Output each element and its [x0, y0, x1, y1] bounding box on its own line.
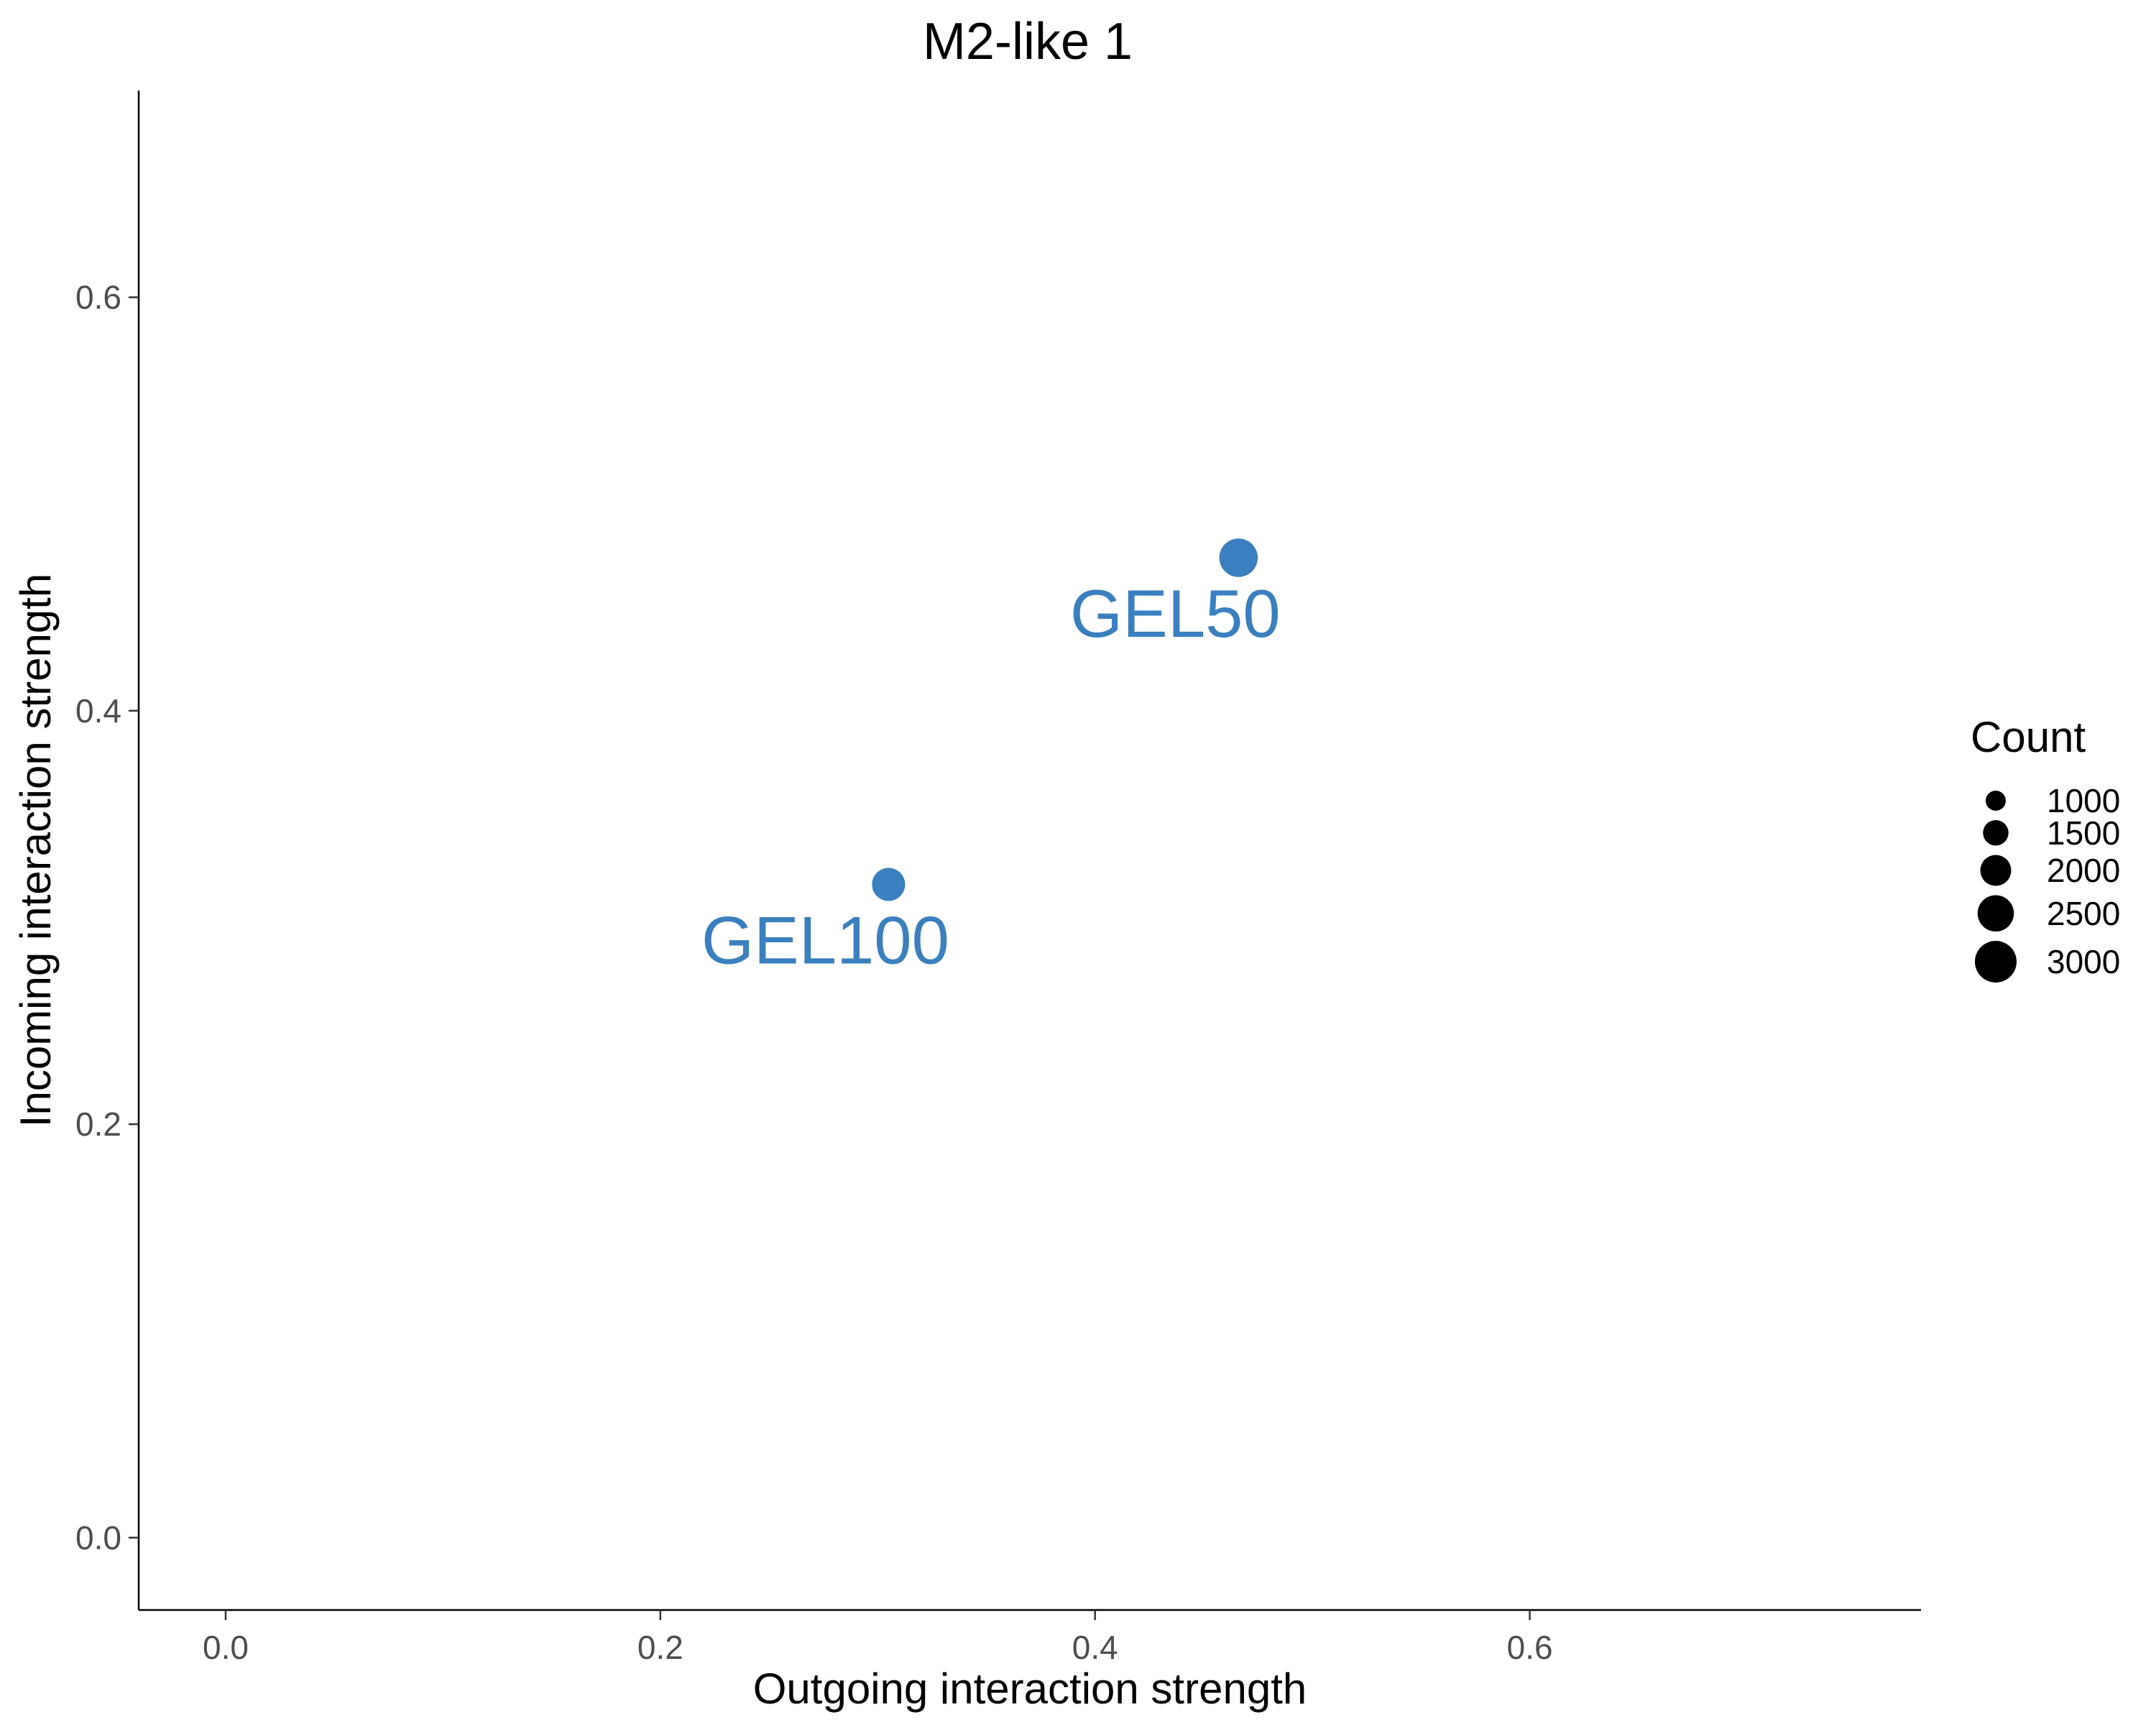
data-point: [1219, 538, 1258, 577]
y-axis-ticks: 0.0 0.2 0.4 0.6: [75, 279, 139, 1556]
legend-label: 2000: [2047, 852, 2120, 889]
legend-size-key: [1980, 855, 2012, 886]
scatter-points: GEL50 GEL100: [701, 538, 1281, 978]
legend-size-key: [1983, 820, 2009, 846]
x-tick-label: 0.6: [1507, 1629, 1553, 1666]
legend-label: 1000: [2047, 782, 2120, 819]
legend-title: Count: [1971, 713, 2086, 761]
legend-size-key: [1977, 895, 2014, 932]
legend-label: 2500: [2047, 895, 2120, 932]
point-label: GEL50: [1070, 576, 1281, 651]
x-tick-label: 0.2: [637, 1629, 683, 1666]
legend-label: 1500: [2047, 814, 2120, 852]
x-axis-ticks: 0.0 0.2 0.4 0.6: [203, 1610, 1553, 1666]
x-tick-label: 0.0: [203, 1629, 249, 1666]
legend-size-key: [1975, 941, 2017, 983]
x-axis-title: Outgoing interaction strength: [753, 1665, 1307, 1713]
y-tick-label: 0.6: [75, 279, 121, 316]
chart-title: M2-like 1: [923, 13, 1133, 70]
y-tick-label: 0.4: [75, 692, 121, 730]
y-tick-label: 0.0: [75, 1519, 121, 1556]
legend-label: 3000: [2047, 943, 2120, 980]
x-tick-label: 0.4: [1072, 1629, 1118, 1666]
y-axis-title: Incoming interaction strength: [11, 574, 60, 1127]
legend-size-key: [1986, 791, 2006, 811]
point-label: GEL100: [701, 902, 949, 978]
y-tick-label: 0.2: [75, 1105, 121, 1143]
data-point: [872, 868, 906, 901]
